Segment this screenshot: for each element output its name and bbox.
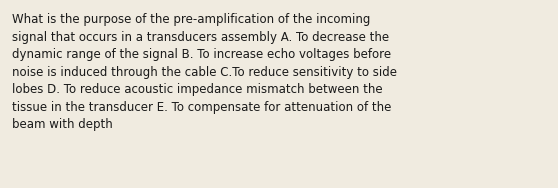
Text: What is the purpose of the pre-amplification of the incoming
signal that occurs : What is the purpose of the pre-amplifica… <box>12 13 397 131</box>
